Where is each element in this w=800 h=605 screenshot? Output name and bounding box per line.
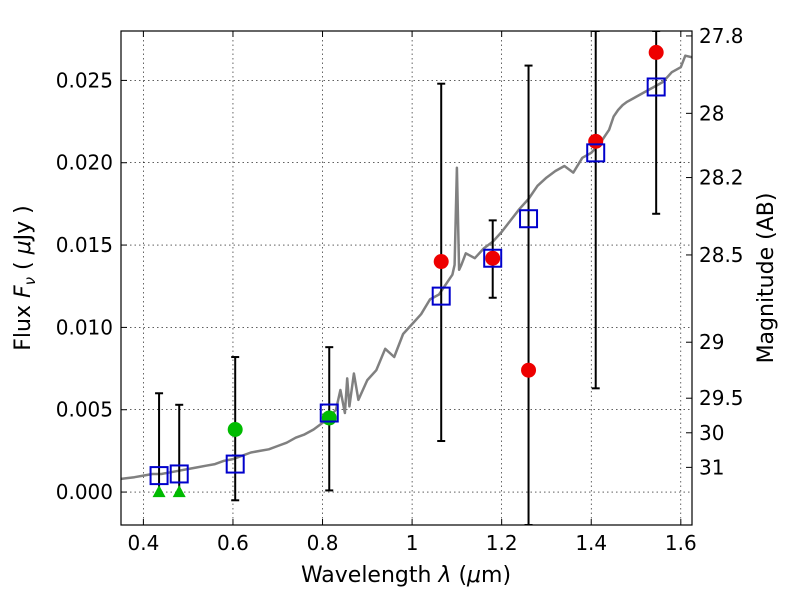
x-tick-label: 0.8 (307, 531, 339, 555)
x-tick-label: 1.2 (486, 531, 518, 555)
y2-tick-label: 28.5 (699, 243, 744, 267)
x-tick-label: 1.6 (665, 531, 697, 555)
model-photometry-square (519, 209, 539, 229)
plot-frame (120, 30, 693, 526)
model-photometry-square (149, 466, 169, 486)
y-tick-label: 0.025 (56, 68, 113, 92)
y2-tick-label: 29.5 (699, 386, 744, 410)
y2-tick-label: 29 (699, 330, 724, 354)
y2-tick-label: 30 (699, 421, 724, 445)
y2-axis-label: Magnitude (AB) (754, 193, 779, 364)
model-spectrum-line (121, 54, 692, 481)
observed-flux-point (227, 421, 243, 437)
model-photometry-square (431, 286, 451, 306)
y2-tick-label: 31 (699, 455, 724, 479)
observed-flux-point (521, 362, 537, 378)
x-tick-label: 0.6 (217, 531, 249, 555)
y2-tick-label: 27.8 (699, 24, 744, 48)
observed-flux-point (485, 250, 501, 266)
x-axis-label: Wavelength λ (μm) (301, 563, 511, 588)
tick-layer: 0.4 0.6 0.8 1 1.2 1.4 1.6 0.000 0.005 0.010 0.015 0… (56, 24, 744, 555)
y2-tick-label: 28.2 (699, 166, 744, 190)
observed-flux-point (648, 44, 664, 60)
observed-flux-point (321, 410, 337, 426)
model-photometry-square (646, 77, 666, 97)
upper-limit-triangle (172, 485, 186, 498)
errorbar-layer (155, 31, 661, 525)
model-photometry-square (319, 403, 339, 423)
y-tick-label: 0.015 (56, 233, 113, 257)
model-photometry-square (225, 454, 245, 474)
grid-layer (121, 31, 692, 525)
spectrum-layer (121, 54, 692, 481)
model-photometry-square (483, 248, 503, 268)
model-photometry-square (586, 143, 606, 163)
marker-layer (149, 44, 666, 498)
model-photometry-square (169, 464, 189, 484)
y-tick-label: 0.020 (56, 151, 113, 175)
y-tick-label: 0.000 (56, 480, 113, 504)
y-tick-label: 0.005 (56, 398, 113, 422)
observed-flux-point (588, 133, 604, 149)
y-tick-label: 0.010 (56, 315, 113, 339)
y-axis-label: Flux Fν ( μJy ) (11, 205, 39, 350)
upper-limit-triangle (152, 485, 166, 498)
y2-tick-label: 28 (699, 101, 724, 125)
x-tick-label: 1.4 (575, 531, 607, 555)
x-tick-label: 1 (406, 531, 419, 555)
observed-flux-point (433, 254, 449, 270)
x-tick-label: 0.4 (127, 531, 159, 555)
